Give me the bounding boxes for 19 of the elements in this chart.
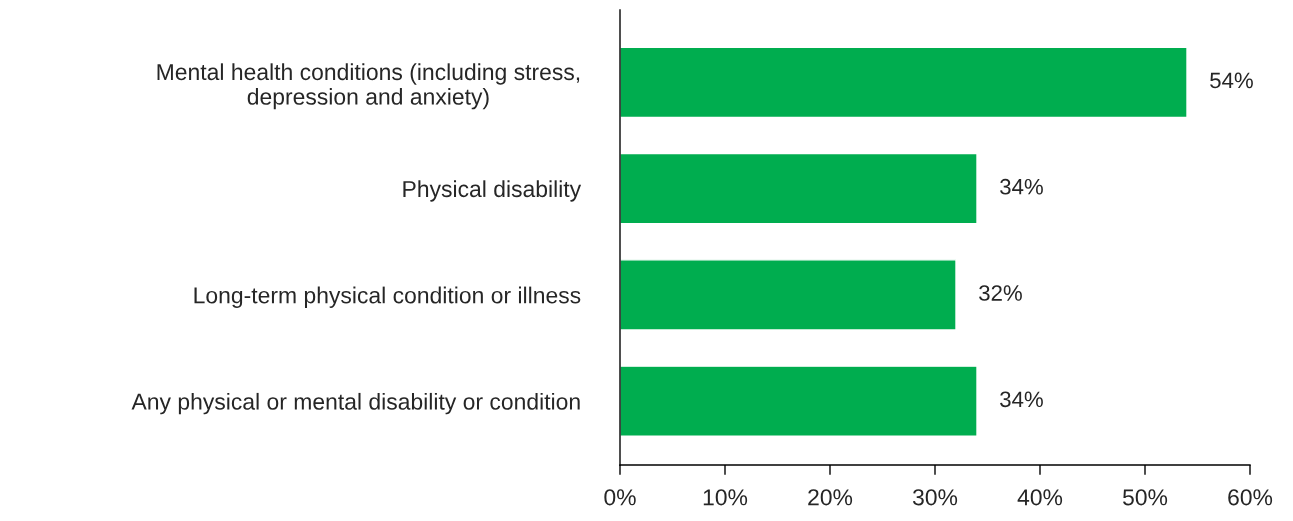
x-tick-label: 50% [1122,489,1168,506]
y-tick-label: Physical disability [403,180,582,202]
x-tick-label: 10% [703,489,748,506]
data-label: 34% [1000,391,1043,408]
x-tick-label: 0% [604,489,636,506]
bar [620,259,957,331]
bar [620,46,1188,119]
data-label: 32% [979,285,1022,301]
bar [620,152,978,225]
data-label: 54% [1210,72,1253,89]
x-tick-label: 30% [912,489,958,506]
x-tick-label: 60% [1228,489,1273,506]
x-tick-label: 40% [1017,489,1063,506]
data-label: 34% [1000,178,1043,195]
y-tick-label: Mental health conditions (including stress, depression and anxiety) [157,63,580,110]
x-tick-label: 20% [808,489,853,506]
bar [620,365,978,437]
y-tick-label: Any physical or mental disability or condition [131,392,580,415]
y-tick-label: Long-term physical condition or illness [194,286,581,308]
